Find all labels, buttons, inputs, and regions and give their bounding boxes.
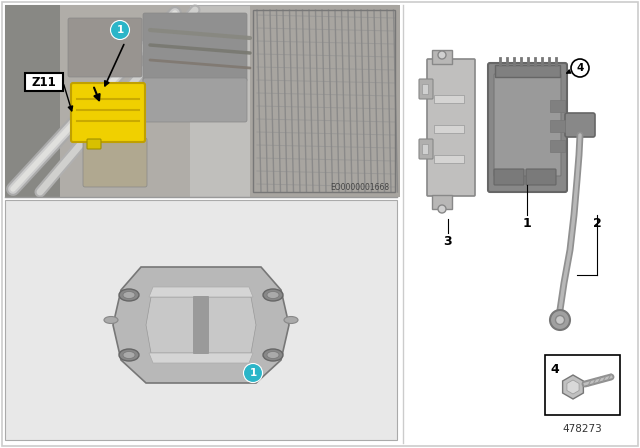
Ellipse shape <box>119 289 139 301</box>
Ellipse shape <box>119 349 139 361</box>
Ellipse shape <box>284 316 298 323</box>
FancyBboxPatch shape <box>193 296 209 354</box>
Polygon shape <box>563 375 584 399</box>
Circle shape <box>438 205 446 213</box>
Bar <box>5 5 60 197</box>
Text: Z11: Z11 <box>31 76 56 89</box>
Circle shape <box>438 51 446 59</box>
Ellipse shape <box>267 352 279 358</box>
Polygon shape <box>113 267 289 383</box>
Bar <box>253 10 395 192</box>
Ellipse shape <box>263 349 283 361</box>
Bar <box>550 120 565 132</box>
Circle shape <box>571 59 589 77</box>
Text: 3: 3 <box>444 234 452 247</box>
Bar <box>5 5 397 197</box>
FancyBboxPatch shape <box>419 79 433 99</box>
Text: 2: 2 <box>593 216 602 229</box>
Bar <box>495 65 560 77</box>
Circle shape <box>111 21 129 39</box>
Circle shape <box>556 315 564 324</box>
Text: 478273: 478273 <box>563 424 602 434</box>
Bar <box>550 140 565 152</box>
Bar <box>422 84 428 94</box>
Text: EO0000001668: EO0000001668 <box>330 183 389 192</box>
Ellipse shape <box>104 316 118 323</box>
Text: 1: 1 <box>250 368 257 378</box>
Ellipse shape <box>123 292 135 298</box>
Polygon shape <box>149 353 253 363</box>
Ellipse shape <box>263 289 283 301</box>
FancyBboxPatch shape <box>87 139 101 149</box>
Polygon shape <box>146 297 256 353</box>
FancyBboxPatch shape <box>494 169 524 185</box>
FancyBboxPatch shape <box>143 78 247 122</box>
Text: 4: 4 <box>576 63 584 73</box>
FancyBboxPatch shape <box>419 139 433 159</box>
FancyBboxPatch shape <box>143 13 247 82</box>
Circle shape <box>243 363 262 383</box>
FancyBboxPatch shape <box>71 83 145 142</box>
FancyBboxPatch shape <box>68 18 142 77</box>
FancyBboxPatch shape <box>494 74 561 176</box>
Bar <box>545 355 620 415</box>
Ellipse shape <box>123 352 135 358</box>
Bar <box>550 100 565 112</box>
FancyBboxPatch shape <box>526 169 556 185</box>
Polygon shape <box>149 287 253 297</box>
Text: 1: 1 <box>116 25 124 35</box>
Bar <box>434 155 464 163</box>
Ellipse shape <box>267 292 279 298</box>
FancyBboxPatch shape <box>83 138 147 187</box>
Bar <box>5 200 397 440</box>
Bar <box>432 195 452 209</box>
Bar <box>434 95 464 103</box>
Bar <box>422 144 428 154</box>
FancyBboxPatch shape <box>565 113 595 137</box>
FancyBboxPatch shape <box>427 59 475 196</box>
Bar <box>25 73 63 91</box>
Bar <box>434 125 464 133</box>
Text: 1: 1 <box>523 216 531 229</box>
Circle shape <box>550 310 570 330</box>
Bar <box>60 5 190 197</box>
Bar <box>405 5 636 443</box>
FancyBboxPatch shape <box>83 103 142 142</box>
Bar <box>250 5 400 197</box>
Text: 4: 4 <box>550 362 559 375</box>
FancyBboxPatch shape <box>488 63 567 192</box>
Bar <box>432 50 452 64</box>
Polygon shape <box>567 380 579 394</box>
